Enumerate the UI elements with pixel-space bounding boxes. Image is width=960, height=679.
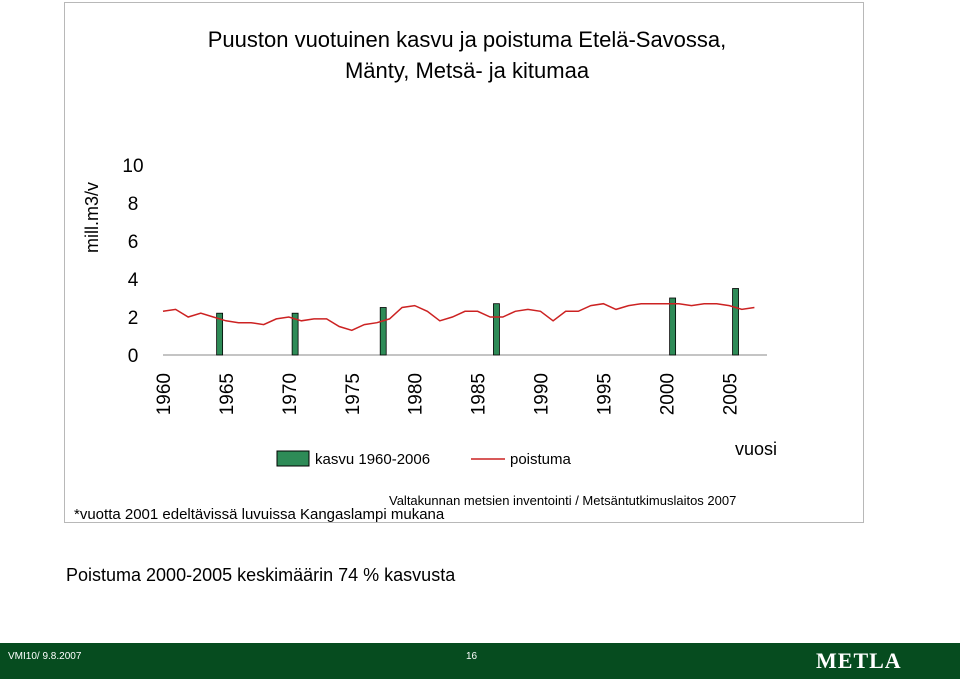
y-tick-label: 2	[128, 308, 139, 329]
kasvu-bar	[216, 312, 224, 356]
y-tick-label: 8	[128, 194, 139, 215]
x-tick-labels: 1960 1965 1970 1975 1980 1985 1990 1995 2000 2005	[154, 373, 741, 415]
x-axis-label: vuosi	[735, 439, 777, 459]
y-tick-label: 0	[128, 346, 139, 367]
kasvu-bar	[379, 307, 387, 356]
x-tick-label: 1980	[406, 373, 427, 415]
x-tick-label: 1975	[343, 373, 364, 415]
y-tick-label: 4	[128, 270, 139, 291]
footer-bar: VMI10/ 9.8.2007 16 METLA	[0, 643, 960, 679]
poistuma-line	[162, 302, 755, 332]
x-tick-label: 1965	[217, 373, 238, 415]
x-tick-label: 1960	[154, 373, 175, 415]
x-tick-label: 1970	[280, 373, 301, 415]
y-tick-label: 10	[122, 156, 143, 177]
kasvu-bar	[291, 312, 299, 356]
x-tick-label: 1985	[469, 373, 490, 415]
chart-frame: Puuston vuotuinen kasvu ja poistuma Etel…	[64, 2, 864, 523]
x-tick-label: 1995	[594, 373, 615, 415]
source-note: Valtakunnan metsien inventointi / Metsän…	[389, 493, 736, 508]
legend: kasvu 1960-2006 poistuma	[276, 450, 572, 468]
footnote: *vuotta 2001 edeltävissä luvuissa Kangas…	[74, 506, 445, 523]
kasvu-bars	[216, 288, 739, 356]
y-tick-label: 6	[128, 232, 139, 253]
y-axis-label: mill.m3/v	[82, 182, 102, 253]
summary-text: Poistuma 2000-2005 keskimäärin 74 % kasv…	[66, 565, 456, 585]
kasvu-bar	[493, 303, 500, 356]
x-tick-label: 2005	[720, 373, 741, 415]
x-tick-label: 2000	[657, 373, 678, 415]
legend-swatch-kasvu	[276, 450, 310, 467]
chart-title-line-1: Puuston vuotuinen kasvu ja poistuma Etel…	[208, 27, 727, 52]
kasvu-bar	[732, 288, 739, 356]
legend-label-kasvu: kasvu 1960-2006	[315, 451, 430, 468]
footer-date: VMI10/ 9.8.2007	[8, 651, 82, 662]
kasvu-bar	[669, 297, 677, 356]
legend-label-poistuma: poistuma	[510, 451, 572, 468]
chart-title-line-2: Mänty, Metsä- ja kitumaa	[345, 58, 590, 83]
y-tick-labels: 0 2 4 6 8 10	[122, 156, 143, 367]
x-tick-label: 1990	[532, 373, 553, 415]
metla-logo: METLA	[816, 648, 902, 673]
page-number: 16	[466, 651, 478, 662]
chart: Puuston vuotuinen kasvu ja poistuma Etel…	[74, 27, 777, 523]
